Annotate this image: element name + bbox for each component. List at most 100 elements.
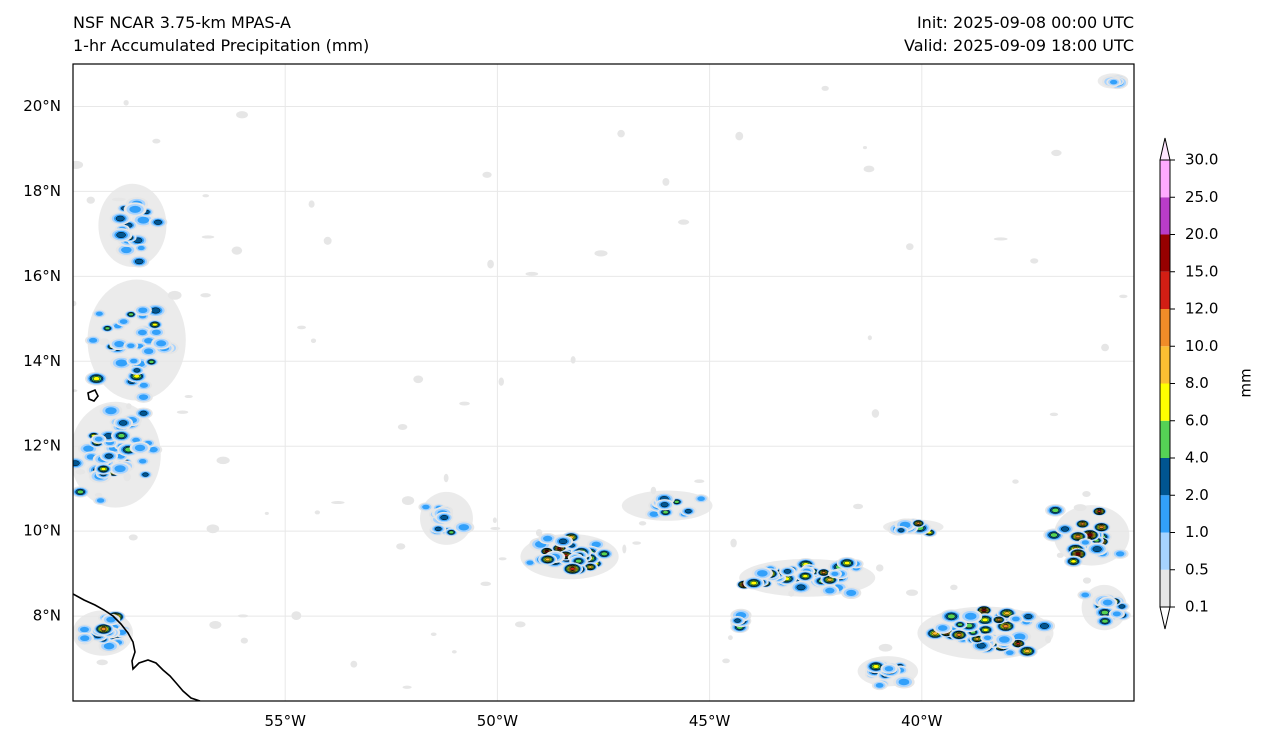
precip-cell — [816, 568, 831, 577]
south-america-coastline — [73, 593, 201, 701]
precip-contour — [100, 467, 107, 471]
precip-cell — [92, 309, 107, 319]
map-frame — [72, 63, 1135, 702]
precip-contour — [1024, 649, 1031, 654]
precip-cell — [134, 391, 153, 403]
precip-contour — [96, 498, 105, 503]
precip-contour — [649, 511, 659, 517]
precip-cell — [135, 456, 151, 466]
precip-contour — [526, 560, 534, 565]
precip-contour — [600, 551, 608, 557]
colorbar-segment — [1160, 234, 1170, 272]
precip-contour — [1070, 559, 1077, 564]
precip-cell — [123, 341, 139, 351]
precip-contour — [94, 436, 103, 442]
precip-cell-light — [413, 375, 424, 384]
precip-cell — [911, 519, 926, 528]
precip-contour — [843, 561, 851, 566]
precip-contour — [1115, 551, 1125, 557]
precip-cell-light — [498, 557, 507, 561]
precip-cell — [131, 213, 155, 228]
colorbar: 0.1 0.5 1.0 2.0 4.0 6.0 8.0 10.0 12.0 15.0 20.0 25.… — [1159, 137, 1218, 630]
precip-cell-light — [730, 538, 737, 548]
precip-cell-light — [397, 423, 408, 431]
precip-contour — [119, 319, 128, 324]
precip-contour — [114, 340, 125, 348]
precip-contour — [831, 571, 839, 576]
precip-cell — [148, 216, 168, 228]
precip-cell — [115, 316, 132, 327]
precip-cell-light — [492, 517, 497, 524]
precip-contour — [1016, 642, 1021, 645]
precip-cell — [1077, 590, 1093, 600]
lat-tick-label: 18°N — [23, 182, 61, 200]
precip-contour — [545, 557, 551, 562]
precip-contour — [1081, 540, 1089, 545]
precip-cell — [779, 566, 796, 577]
precip-contour — [1101, 619, 1109, 624]
precip-contour — [543, 535, 553, 542]
precip-cell-light — [96, 659, 108, 666]
precip-contour — [591, 541, 601, 548]
precip-cell — [1068, 530, 1088, 543]
colorbar-tick-label: 30.0 — [1185, 151, 1218, 169]
precip-contour — [1003, 624, 1009, 628]
precip-contour — [114, 465, 126, 473]
precip-cell-light — [735, 131, 744, 141]
colorbar-tick-label: 15.0 — [1185, 262, 1218, 280]
precip-contour — [134, 258, 144, 265]
precip-cell-light — [73, 160, 84, 169]
precip-contour — [95, 311, 103, 316]
precip-contour — [115, 359, 128, 367]
precip-cell — [975, 605, 993, 616]
precip-contour — [975, 637, 980, 641]
colorbar-segment — [1160, 271, 1170, 309]
precip-contour — [138, 394, 149, 400]
precip-cell-light — [176, 410, 189, 414]
precip-cell-light — [498, 377, 504, 386]
map-background — [73, 64, 1134, 701]
precip-cell — [1055, 523, 1075, 535]
precip-cell — [976, 624, 995, 636]
precip-contour — [684, 509, 692, 514]
precip-contour — [821, 571, 826, 574]
precip-cell — [657, 507, 674, 518]
precip-cell-light — [396, 543, 406, 550]
precip-cell — [151, 337, 172, 350]
precip-cell-light — [480, 581, 492, 587]
precip-contour — [898, 678, 910, 686]
precip-contour — [156, 340, 167, 347]
precip-cell-light — [402, 685, 412, 689]
precip-cell-light — [677, 219, 690, 225]
lat-tick-label: 20°N — [23, 97, 61, 115]
precip-cell-light — [73, 300, 77, 307]
precip-contour — [1087, 533, 1093, 537]
precip-cell — [680, 506, 697, 517]
precip-cell — [1092, 521, 1111, 533]
precip-contour — [77, 489, 84, 495]
precip-cell — [553, 535, 574, 548]
precip-cell — [952, 620, 968, 629]
colorbar-tick-label: 0.5 — [1185, 560, 1209, 578]
precip-cell-light — [206, 524, 220, 534]
precip-cell — [991, 615, 1006, 625]
colorbar-tick-label: 25.0 — [1185, 188, 1218, 206]
precip-cell-light — [323, 236, 332, 245]
precip-cell — [795, 570, 815, 582]
precip-cell-light — [202, 194, 210, 198]
latitude-axis: 20°N 18°N 16°N 14°N 12°N 10°N 8°N — [23, 97, 61, 625]
precip-contour — [872, 664, 880, 669]
precip-cell — [1091, 506, 1108, 517]
precip-cell-light — [209, 621, 222, 629]
precip-cell — [94, 463, 113, 475]
precip-contour — [1013, 633, 1026, 641]
precip-contour — [127, 343, 135, 349]
precip-contour — [154, 219, 163, 225]
precip-cell-light — [906, 243, 914, 251]
precip-cell — [434, 511, 454, 524]
lon-tick-label: 55°W — [264, 712, 306, 730]
precip-cell-light — [264, 511, 269, 515]
precip-cell — [1074, 519, 1091, 529]
precip-contour — [1039, 623, 1049, 629]
precip-contour — [79, 626, 89, 633]
